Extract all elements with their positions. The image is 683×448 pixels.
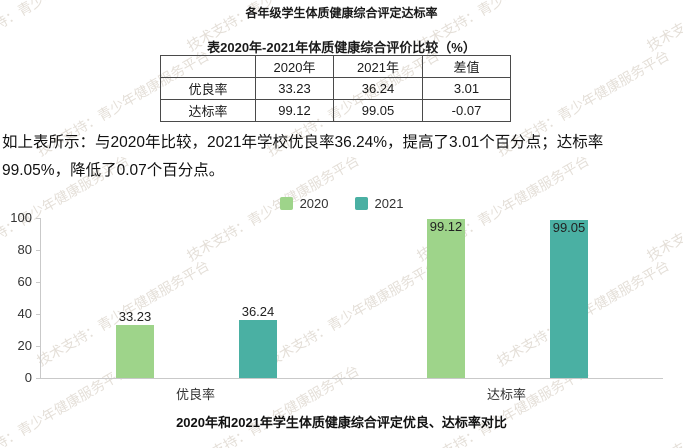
table-row: 达标率 99.12 99.05 -0.07 — [160, 99, 511, 122]
bar-2020-优良率 — [116, 324, 154, 378]
table-cell: 36.24 — [333, 77, 423, 100]
table-cell: -0.07 — [422, 99, 511, 122]
table-header-cell: 差值 — [422, 55, 511, 78]
page-title: 各年级学生体质健康综合评定达标率 — [245, 6, 438, 20]
table-title: 表2020年-2021年体质健康综合评价比较（%） — [207, 40, 476, 55]
table-row: 优良率 33.23 36.24 3.01 — [160, 77, 511, 100]
legend-swatch-icon — [279, 197, 293, 210]
table-header-row: 2020年 2021年 差值 — [160, 55, 511, 78]
y-axis-tick-label: 60 — [17, 274, 32, 289]
table-cell: 99.05 — [333, 99, 423, 122]
summary-text: 如上表所示：与2020年比较，2021年学校优良率36.24%，提高了3.01个… — [2, 134, 604, 179]
table-cell: 33.23 — [255, 77, 334, 100]
x-axis-label: 达标率 — [486, 387, 526, 402]
legend-label: 2020 — [299, 196, 329, 211]
table-cell: 99.12 — [255, 99, 334, 122]
bar-chart: 2020 2021 33.23 36.24 99.12 99.05 2020年和2021… — [0, 190, 683, 440]
y-axis-tick — [36, 314, 40, 315]
y-axis-tick-label: 40 — [17, 306, 32, 321]
table-cell: 3.01 — [422, 77, 511, 100]
chart-title: 2020年和2021年学生体质健康综合评定优良、达标率对比 — [176, 415, 507, 430]
table-row-label: 优良率 — [160, 77, 256, 100]
table-row-label: 达标率 — [160, 99, 256, 122]
legend-swatch-icon — [354, 197, 368, 210]
table-header-cell — [160, 55, 256, 78]
legend-item-2021: 2021 — [354, 196, 404, 211]
legend-item-2020: 2020 — [279, 196, 329, 211]
comparison-table: 2020年 2021年 差值 优良率 33.23 36.24 3.01 达标率 … — [160, 55, 511, 122]
y-axis-tick-label: 100 — [10, 210, 32, 225]
y-axis-tick — [36, 378, 40, 379]
y-axis-tick-label: 0 — [24, 370, 32, 385]
y-axis-tick — [36, 218, 40, 219]
bar-2021-优良率 — [239, 320, 277, 378]
y-axis-tick — [36, 282, 40, 283]
y-axis-tick — [36, 250, 40, 251]
chart-legend: 2020 2021 — [0, 196, 683, 211]
bar-value-label: 99.12 — [429, 219, 463, 235]
bar-2021-达标率 — [550, 219, 588, 378]
legend-label: 2021 — [374, 196, 404, 211]
bar-value-label: 99.05 — [552, 219, 586, 235]
bar-value-label: 36.24 — [241, 304, 275, 320]
y-axis-tick — [36, 346, 40, 347]
bar-2020-达标率 — [427, 219, 465, 378]
bar-value-label: 33.23 — [118, 308, 152, 324]
table-header-cell: 2020年 — [255, 55, 334, 78]
y-axis-tick-label: 80 — [17, 242, 32, 257]
plot-area: 33.23 36.24 99.12 99.05 — [40, 218, 663, 379]
y-axis-tick-label: 20 — [17, 338, 32, 353]
x-axis-label: 优良率 — [175, 387, 215, 402]
table-header-cell: 2021年 — [333, 55, 423, 78]
